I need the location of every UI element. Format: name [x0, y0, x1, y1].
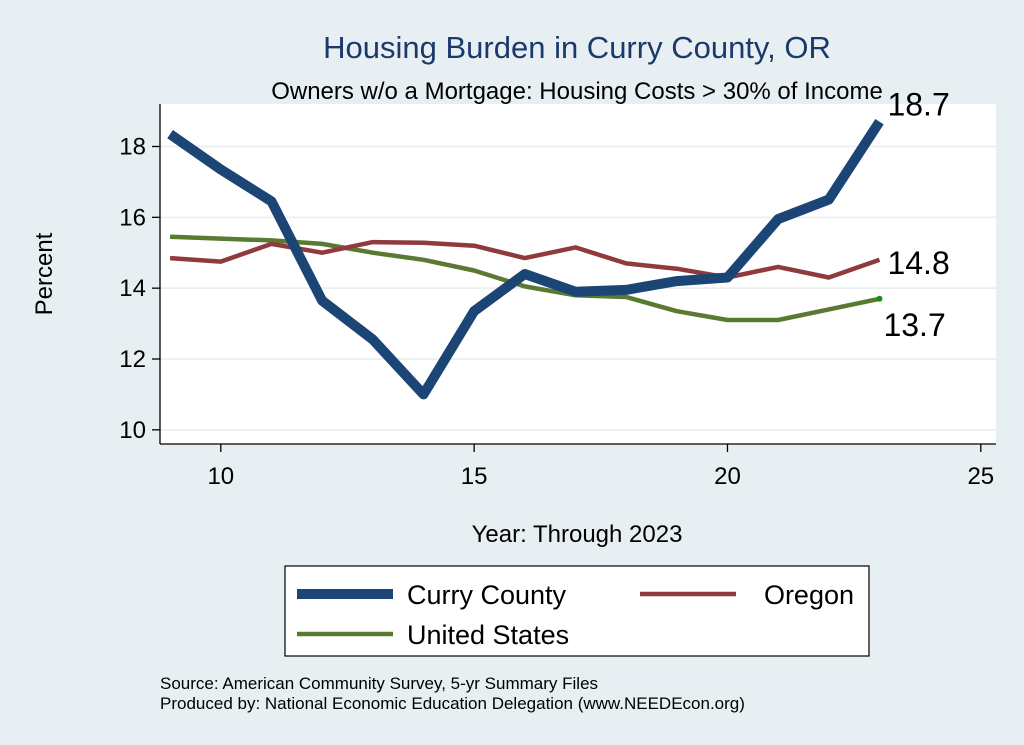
- source-notes: Source: American Community Survey, 5-yr …: [160, 674, 745, 713]
- series-lines: [167, 118, 884, 400]
- source-line: Source: American Community Survey, 5-yr …: [160, 674, 598, 693]
- y-tick-label: 18: [119, 134, 146, 161]
- y-axis-label: Percent: [31, 232, 58, 315]
- end-label-curry-county: 18.7: [887, 87, 949, 123]
- series-line-oregon: [169, 239, 881, 280]
- x-axis-label: Year: Through 2023: [472, 521, 683, 548]
- end-labels: 18.7 14.8 13.7: [883, 87, 949, 343]
- y-tick-label: 14: [119, 275, 146, 302]
- chart-subtitle: Owners w/o a Mortgage: Housing Costs > 3…: [271, 78, 883, 105]
- series-end-marker: [876, 295, 883, 302]
- legend-box: [284, 565, 870, 657]
- produced-by-line: Produced by: National Economic Education…: [160, 694, 745, 713]
- y-tick-label: 12: [119, 346, 146, 373]
- y-tick-label: 16: [119, 204, 146, 231]
- legend-label: United States: [407, 620, 569, 650]
- x-tick-label: 25: [967, 463, 994, 490]
- x-tick-label: 10: [207, 463, 234, 490]
- legend-label: Curry County: [407, 580, 567, 610]
- end-label-united-states: 13.7: [883, 307, 945, 343]
- legend-label: Oregon: [764, 580, 854, 610]
- y-tick-label: 10: [119, 417, 146, 444]
- x-tick-label: 15: [461, 463, 488, 490]
- series-line-curry-county: [167, 118, 884, 400]
- legend: Curry County Oregon United States: [284, 565, 870, 657]
- plot-area: [160, 104, 996, 444]
- end-label-oregon: 14.8: [887, 245, 949, 281]
- axes: 10 12 14 16 18 10 15 20 25: [119, 104, 996, 490]
- chart-title: Housing Burden in Curry County, OR: [323, 30, 831, 65]
- x-tick-label: 20: [714, 463, 741, 490]
